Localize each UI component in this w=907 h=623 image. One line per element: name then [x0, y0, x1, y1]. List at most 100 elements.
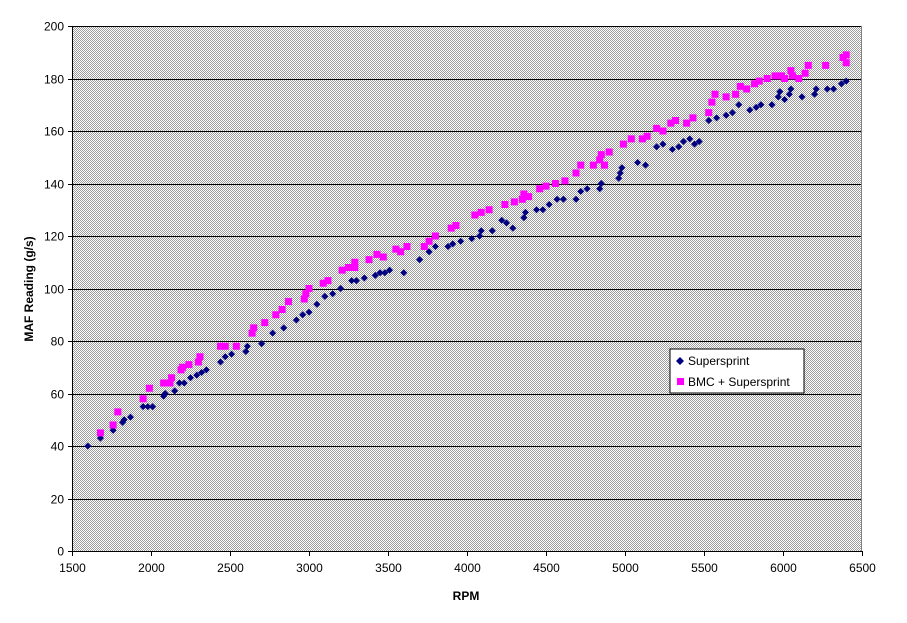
supersprint-point: [768, 101, 776, 109]
supersprint-point: [781, 96, 789, 103]
bmc-supersprint-point: [196, 353, 204, 361]
bmc-supersprint-point: [403, 243, 411, 250]
x-tick-label: 5000: [612, 561, 639, 575]
supersprint-point: [616, 169, 624, 177]
supersprint-point: [457, 237, 465, 245]
supersprint-point: [120, 416, 128, 424]
supersprint-point: [577, 187, 585, 195]
bmc-supersprint-point: [638, 135, 646, 143]
bmc-supersprint-point: [605, 148, 613, 156]
supersprint-point: [149, 403, 157, 411]
bmc-supersprint-point: [278, 306, 286, 313]
x-tick-label: 4500: [533, 561, 560, 575]
x-tick-label: 1500: [59, 561, 86, 575]
supersprint-point: [498, 216, 506, 224]
supersprint-point: [533, 206, 541, 214]
supersprint-point: [787, 85, 795, 93]
bmc-supersprint-point: [431, 232, 439, 240]
supersprint-point: [503, 219, 510, 227]
supersprint-point: [812, 85, 820, 93]
supersprint-point: [757, 101, 765, 109]
supersprint-point: [449, 240, 457, 248]
supersprint-point: [305, 308, 313, 316]
supersprint-point: [360, 274, 368, 282]
bmc-supersprint-point: [771, 72, 779, 80]
x-tick-label: 2500: [217, 561, 244, 575]
supersprint-point: [811, 90, 819, 98]
y-axis-title: MAF Reading (g/s): [22, 236, 36, 341]
supersprint-point: [659, 140, 667, 148]
supersprint-point: [722, 111, 730, 119]
supersprint-point: [477, 227, 485, 235]
legend-square-marker: [677, 378, 684, 385]
bmc-supersprint-point: [551, 180, 559, 187]
bmc-supersprint-point: [795, 75, 803, 82]
supersprint-point: [386, 266, 394, 274]
supersprint-point: [634, 159, 642, 166]
bmc-supersprint-point: [324, 277, 332, 285]
supersprint-point: [520, 214, 528, 222]
x-tick-label: 6000: [770, 561, 797, 575]
bmc-supersprint-point: [217, 342, 225, 350]
supersprint-point: [679, 138, 687, 145]
supersprint-point: [352, 277, 360, 285]
bmc-supersprint-point: [160, 379, 168, 387]
supersprint-point: [675, 143, 683, 151]
bmc-supersprint-point: [659, 127, 667, 135]
supersprint-point: [371, 271, 379, 279]
y-tick-label: 20: [51, 493, 65, 507]
bmc-supersprint-point: [425, 237, 433, 245]
supersprint-point: [545, 201, 553, 208]
legend: Supersprint BMC + Supersprint: [669, 348, 805, 394]
supersprint-point: [416, 256, 424, 264]
supersprint-point: [553, 195, 561, 203]
bmc-supersprint-point: [96, 429, 104, 437]
bmc-supersprint-point: [804, 61, 812, 69]
bmc-supersprint-point: [743, 85, 751, 93]
x-tick-label: 3500: [375, 561, 402, 575]
supersprint-point: [618, 164, 626, 172]
bmc-supersprint-point: [763, 75, 771, 82]
bmc-supersprint-point: [705, 109, 713, 117]
supersprint-point: [785, 90, 793, 98]
bmc-supersprint-point: [485, 206, 493, 214]
y-tick-label: 140: [44, 178, 64, 192]
grid-lines: [72, 26, 862, 551]
supersprint-point: [615, 174, 623, 182]
supersprint-point: [221, 353, 229, 361]
supersprint-point: [321, 292, 329, 300]
bmc-supersprint-point: [627, 135, 635, 143]
bmc-supersprint-point: [501, 201, 509, 208]
bmc-supersprint-point: [338, 266, 346, 274]
supersprint-point: [746, 106, 754, 114]
supersprint-point: [705, 117, 713, 124]
supersprint-point: [313, 300, 321, 308]
supersprint-point: [280, 324, 288, 332]
supersprint-point: [337, 285, 345, 292]
bmc-supersprint-point: [520, 190, 528, 198]
supersprint-point: [171, 387, 179, 395]
x-tick-label: 3000: [296, 561, 323, 575]
supersprint-point: [444, 243, 452, 250]
supersprint-point: [583, 185, 591, 193]
legend-label-supersprint: Supersprint: [688, 354, 750, 368]
supersprint-point: [202, 366, 210, 374]
supersprint-point: [713, 114, 721, 122]
supersprint-point: [728, 109, 736, 117]
bmc-supersprint-point: [168, 374, 176, 382]
supersprint-point: [381, 269, 389, 277]
bmc-supersprint-point: [577, 161, 585, 169]
supersprint-point: [269, 329, 277, 337]
bmc-supersprint-point: [619, 140, 627, 148]
supersprint-point: [488, 227, 496, 235]
bmc-supersprint-point: [708, 98, 716, 106]
bmc-supersprint-point: [365, 256, 373, 264]
bmc-supersprint-point: [597, 151, 605, 159]
supersprint-point: [798, 93, 806, 101]
x-axis: 1500 2000 2500 3000 3500 4000 4500 5000 5500 6000…: [59, 551, 876, 575]
supersprint-point: [139, 403, 147, 411]
bmc-supersprint-point: [166, 379, 174, 387]
bmc-supersprint-point: [561, 177, 569, 185]
bmc-supersprint-point: [751, 80, 759, 88]
bmc-supersprint-point: [302, 290, 310, 298]
